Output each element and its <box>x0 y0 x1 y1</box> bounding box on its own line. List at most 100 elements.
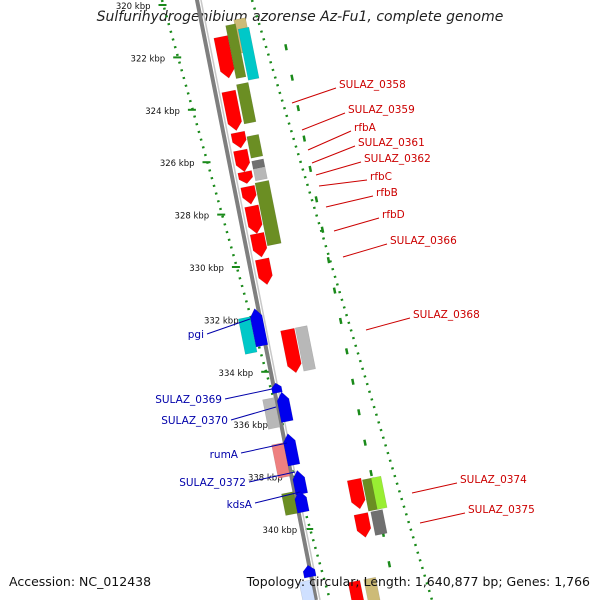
gene-label-leader <box>224 388 273 400</box>
gene-arrow <box>280 327 302 374</box>
gene-arrow <box>370 475 388 510</box>
ruler-dash <box>302 135 307 142</box>
gene-arrow <box>249 231 268 258</box>
gene-feature <box>262 397 281 430</box>
ruler-tick-label: 326 kbp <box>160 159 195 169</box>
gene-feature <box>283 433 301 467</box>
gene-arrow <box>283 433 301 467</box>
gene-label: SULAZ_0374 <box>460 474 527 486</box>
gene-feature <box>361 477 381 512</box>
gene-arrow <box>292 470 309 496</box>
ruler-dash <box>290 74 294 81</box>
ruler-dash <box>296 104 301 112</box>
ruler-dash <box>308 165 313 173</box>
gene-feature <box>302 564 317 579</box>
gene-track <box>213 17 388 600</box>
gene-label: rfbC <box>370 171 392 183</box>
gene-label-leader <box>365 317 411 331</box>
gene-label-leader <box>411 482 458 494</box>
gene-label-leader <box>291 87 337 104</box>
gene-feature <box>240 184 257 205</box>
ruler-tick-label: 330 kbp <box>189 264 224 274</box>
gene-arrow <box>294 325 316 372</box>
gene-feature <box>251 158 266 170</box>
ruler-tick-label: 332 kbp <box>204 316 239 326</box>
gene-arrow <box>213 35 235 79</box>
gene-label: rfbA <box>354 122 377 134</box>
gene-feature <box>221 89 242 131</box>
ruler-dash <box>369 469 373 477</box>
gene-label-leader <box>254 491 301 504</box>
gene-label: SULAZ_0370 <box>161 415 228 427</box>
gene-arrow <box>276 391 294 423</box>
ruler-dash <box>387 561 392 568</box>
gene-arrow <box>281 491 298 516</box>
gene-label: rfbD <box>382 209 405 221</box>
summary-text: Topology: circular; Length: 1,640,877 bp… <box>246 574 590 589</box>
gene-label: kdsA <box>227 499 253 511</box>
gene-arrow <box>240 184 257 205</box>
gene-label-leader <box>318 179 368 187</box>
gene-arrow <box>221 89 242 131</box>
gene-feature <box>213 35 235 79</box>
ruler-dash <box>344 348 349 355</box>
gene-label: SULAZ_0358 <box>339 79 406 91</box>
gene-feature <box>254 180 282 247</box>
ruler-line-right <box>250 0 434 600</box>
gene-arrow <box>251 158 266 170</box>
gene-label-leader <box>311 145 356 164</box>
gene-label: SULAZ_0369 <box>155 394 222 406</box>
gene-arrow <box>233 148 251 173</box>
gene-arrow <box>237 316 258 355</box>
gene-arrow <box>302 564 317 579</box>
gene-feature <box>281 491 298 516</box>
ruler-tick-label: 340 kbp <box>263 526 298 536</box>
gene-label-leader <box>325 195 374 208</box>
gene-label: SULAZ_0375 <box>468 504 535 516</box>
ruler-dash <box>320 226 325 233</box>
gene-feature <box>252 166 268 182</box>
ruler-dash <box>284 44 288 51</box>
gene-arrow <box>370 509 388 536</box>
gene-labels: SULAZ_0358 SULAZ_0359 rfbA SULAZ_0361 SULAZ_… <box>155 79 535 524</box>
gene-arrow <box>246 134 264 159</box>
gene-arrow <box>252 166 268 182</box>
ruler-tick-label: 322 kbp <box>131 54 166 64</box>
ruler-tick-label: 320 kbp <box>116 2 151 12</box>
gene-feature <box>237 316 258 355</box>
ruler-tick-label: 336 kbp <box>233 421 268 431</box>
gene-arrow <box>353 512 372 538</box>
gene-feature <box>249 231 268 258</box>
gene-feature <box>237 170 254 184</box>
gene-feature <box>237 26 260 81</box>
gene-arrow <box>254 257 273 286</box>
gene-label: SULAZ_0366 <box>390 235 457 247</box>
gene-feature <box>246 134 264 159</box>
ruler-dash <box>363 439 367 446</box>
gene-label-leader <box>248 471 296 483</box>
gene-arrow <box>237 170 254 184</box>
gene-feature <box>298 579 318 600</box>
gene-arrow <box>346 477 366 510</box>
gene-label: SULAZ_0361 <box>358 137 425 149</box>
gene-feature <box>254 257 273 286</box>
gene-label: SULAZ_0372 <box>179 477 246 489</box>
gene-feature <box>225 23 247 79</box>
gene-label-leader <box>333 217 380 232</box>
ruler-dash <box>314 196 319 203</box>
ruler-dash <box>332 287 337 294</box>
gene-feature <box>244 204 263 235</box>
gene-label: SULAZ_0362 <box>364 153 431 165</box>
gene-feature <box>233 148 251 173</box>
gene-label-leader <box>315 161 362 176</box>
gene-feature <box>346 477 366 510</box>
gene-feature <box>292 470 309 496</box>
ruler-dash <box>326 256 331 264</box>
gene-arrow <box>363 576 382 600</box>
gene-feature <box>294 325 316 372</box>
gene-feature <box>276 391 294 423</box>
gene-label: rfbB <box>376 187 398 199</box>
gene-arrow <box>271 442 291 479</box>
gene-arrow <box>230 130 247 149</box>
